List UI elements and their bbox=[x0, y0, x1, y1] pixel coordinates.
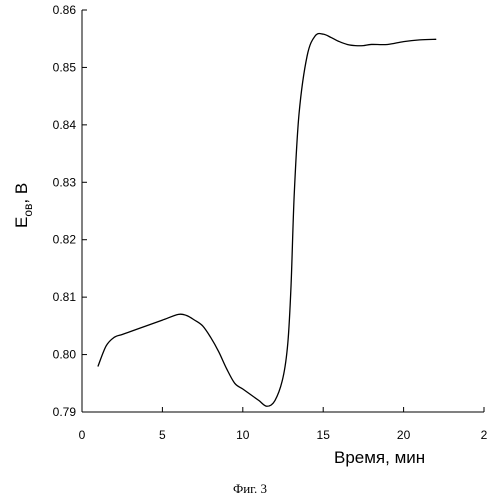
x-axis-title: Время, мин bbox=[334, 448, 425, 467]
x-tick-label: 20 bbox=[397, 428, 411, 442]
y-tick-label: 0.80 bbox=[53, 348, 77, 362]
y-tick-label: 0.85 bbox=[53, 60, 77, 74]
x-tick-label: 0 bbox=[79, 428, 86, 442]
chart-tick-labels: 0.79 0.80 0.81 0.82 0.83 0.84 0.85 0.86 0 5 10 15 20… bbox=[53, 3, 488, 442]
x-tick-label: 5 bbox=[159, 428, 166, 442]
chart-axes bbox=[82, 10, 484, 412]
y-tick-label: 0.81 bbox=[53, 290, 77, 304]
y-axis-title: Eов, В bbox=[12, 183, 35, 228]
y-tick-label: 0.79 bbox=[53, 405, 77, 419]
y-tick-label: 0.82 bbox=[53, 233, 77, 247]
x-tick-label: 10 bbox=[236, 428, 250, 442]
series-line bbox=[98, 34, 436, 407]
y-axis-title-subscript: ов bbox=[21, 204, 35, 217]
y-axis-title-unit: , В bbox=[12, 183, 31, 204]
y-tick-label: 0.84 bbox=[53, 118, 77, 132]
x-tick-label: 2 bbox=[481, 428, 488, 442]
y-tick-label: 0.83 bbox=[53, 175, 77, 189]
x-tick-label: 15 bbox=[317, 428, 331, 442]
y-tick-label: 0.86 bbox=[53, 3, 77, 17]
y-axis-title-main: E bbox=[12, 217, 31, 228]
figure-caption: Фиг. 3 bbox=[233, 481, 267, 496]
chart-ticks bbox=[82, 10, 484, 412]
